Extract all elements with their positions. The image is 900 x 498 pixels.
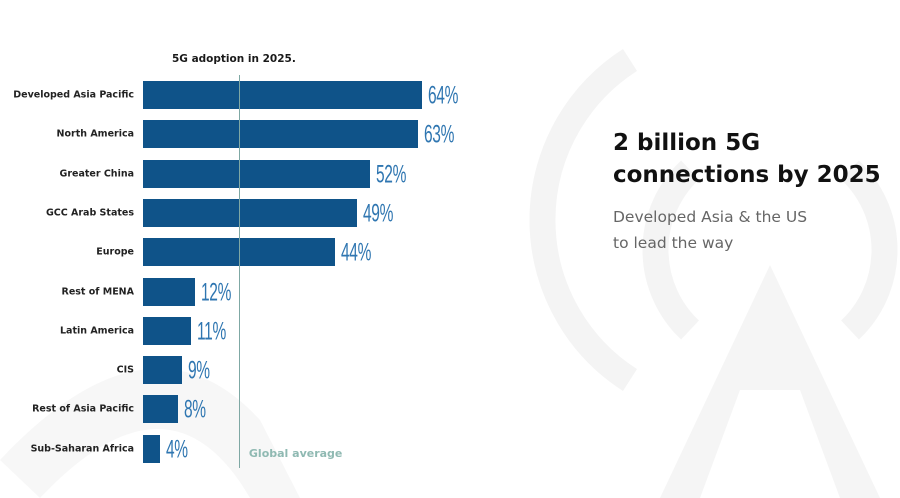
category-label: Developed Asia Pacific bbox=[13, 89, 134, 101]
bar bbox=[143, 395, 178, 424]
bar bbox=[143, 277, 196, 306]
category-label: Greater China bbox=[59, 168, 134, 180]
value-label: 52% bbox=[375, 160, 406, 189]
category-label: North America bbox=[56, 128, 134, 140]
headline: 2 billion 5G connections by 2025 bbox=[613, 127, 881, 191]
headline-line-1: 2 billion 5G bbox=[613, 130, 761, 156]
global-average-label: Global average bbox=[248, 447, 343, 460]
bar bbox=[143, 316, 191, 345]
value-label: 44% bbox=[340, 238, 371, 267]
category-label: Sub-Saharan Africa bbox=[30, 443, 134, 455]
bar bbox=[143, 81, 422, 109]
subheadline-line-2: to lead the way bbox=[613, 234, 734, 252]
value-label: 4% bbox=[166, 435, 189, 464]
category-label: Latin America bbox=[59, 325, 134, 337]
category-label: Europe bbox=[96, 246, 134, 258]
value-label: 11% bbox=[196, 317, 226, 346]
headline-line-2: connections by 2025 bbox=[613, 162, 881, 188]
subheadline: Developed Asia & the US to lead the way bbox=[613, 204, 807, 256]
category-label: Rest of MENA bbox=[61, 286, 134, 297]
chart-title: 5G adoption in 2025. bbox=[172, 53, 296, 65]
value-label: 63% bbox=[423, 120, 454, 149]
category-label: GCC Arab States bbox=[45, 207, 134, 219]
value-label: 64% bbox=[428, 81, 459, 110]
bar bbox=[143, 434, 161, 463]
value-label: 8% bbox=[183, 395, 206, 424]
value-label: 12% bbox=[201, 278, 232, 306]
bar bbox=[143, 198, 357, 227]
subheadline-line-1: Developed Asia & the US bbox=[613, 208, 808, 226]
value-label: 49% bbox=[362, 199, 393, 228]
category-label: CIS bbox=[116, 364, 134, 376]
bar bbox=[143, 159, 370, 188]
bar bbox=[143, 356, 183, 385]
global-average-line bbox=[238, 75, 241, 468]
category-label: Rest of Asia Pacific bbox=[32, 403, 134, 415]
bar bbox=[143, 120, 418, 149]
value-label: 9% bbox=[188, 356, 211, 385]
